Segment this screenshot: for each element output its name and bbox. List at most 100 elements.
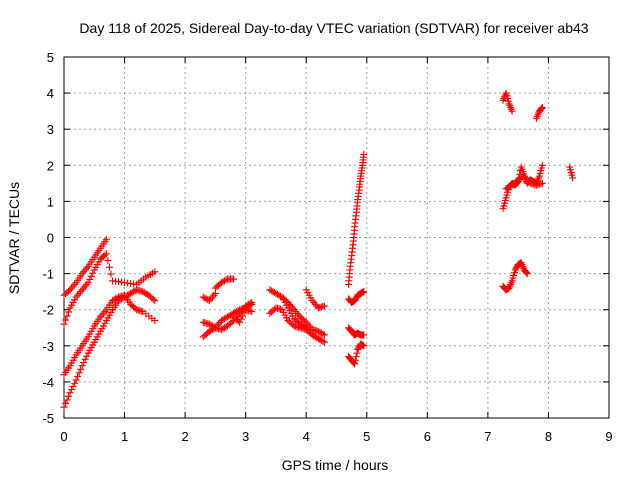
data-point bbox=[522, 269, 530, 277]
data-point bbox=[75, 369, 83, 377]
data-point bbox=[68, 284, 76, 292]
data-point bbox=[236, 318, 244, 326]
data-point bbox=[89, 269, 97, 277]
data-point bbox=[102, 235, 110, 243]
series-arc-15 bbox=[345, 150, 368, 288]
y-tick-label: -5 bbox=[42, 411, 54, 426]
series-arc-12 bbox=[278, 293, 328, 339]
data-point bbox=[63, 312, 71, 320]
data-point bbox=[78, 286, 86, 294]
data-point bbox=[569, 174, 577, 182]
data-point bbox=[207, 295, 215, 303]
series-arc-13 bbox=[302, 286, 328, 312]
data-point bbox=[78, 362, 86, 370]
series-arc-17 bbox=[345, 340, 368, 368]
chart-title: Day 118 of 2025, Sidereal Day-to-day VTE… bbox=[79, 20, 588, 36]
data-point bbox=[98, 311, 106, 319]
data-point bbox=[538, 161, 546, 169]
y-tick-label: 4 bbox=[47, 86, 54, 101]
data-point bbox=[74, 291, 82, 299]
data-point bbox=[81, 282, 89, 290]
y-tick-label: 1 bbox=[47, 194, 54, 209]
data-point bbox=[77, 365, 85, 373]
y-tick-label: 5 bbox=[47, 50, 54, 65]
data-point bbox=[352, 353, 360, 361]
data-point bbox=[292, 308, 300, 316]
data-point bbox=[313, 302, 321, 310]
data-point bbox=[237, 315, 245, 323]
y-tick-label: -2 bbox=[42, 303, 54, 318]
data-point bbox=[301, 317, 309, 325]
series-arc-22 bbox=[532, 104, 546, 122]
series-arc-4 bbox=[60, 286, 159, 411]
data-point bbox=[102, 250, 110, 258]
series-arc-9 bbox=[230, 306, 256, 326]
series-arc-21 bbox=[499, 259, 531, 294]
data-point bbox=[69, 282, 77, 290]
series-arc-3 bbox=[60, 291, 159, 379]
x-axis-label: GPS time / hours bbox=[282, 457, 389, 473]
data-point bbox=[320, 302, 328, 310]
data-point bbox=[210, 291, 218, 299]
data-point bbox=[62, 316, 70, 324]
data-point bbox=[151, 297, 159, 305]
data-point bbox=[84, 279, 92, 287]
data-point bbox=[71, 280, 79, 288]
data-point bbox=[319, 330, 327, 338]
data-point bbox=[290, 306, 298, 314]
series-arc-16 bbox=[345, 324, 368, 339]
data-point bbox=[71, 379, 79, 387]
y-tick-label: -1 bbox=[42, 267, 54, 282]
data-point bbox=[80, 268, 88, 276]
series-arc-6 bbox=[211, 275, 238, 292]
data-point bbox=[320, 338, 328, 346]
data-point bbox=[81, 266, 89, 274]
data-point bbox=[74, 372, 82, 380]
data-point bbox=[222, 276, 230, 284]
data-point bbox=[283, 297, 291, 305]
data-point bbox=[295, 311, 303, 319]
data-point bbox=[248, 308, 256, 316]
y-axis-label: SDTVAR / TECUs bbox=[6, 182, 22, 294]
data-point bbox=[353, 349, 361, 357]
data-point bbox=[204, 296, 212, 304]
data-point bbox=[151, 317, 159, 325]
data-point bbox=[105, 263, 113, 271]
x-tick-label: 0 bbox=[60, 429, 67, 444]
data-point bbox=[286, 300, 294, 308]
y-tick-label: 2 bbox=[47, 158, 54, 173]
x-tick-label: 2 bbox=[181, 429, 188, 444]
data-point bbox=[239, 312, 247, 320]
x-tick-label: 9 bbox=[605, 429, 612, 444]
data-point bbox=[81, 355, 89, 363]
data-point bbox=[66, 389, 74, 397]
x-tick-label: 5 bbox=[363, 429, 370, 444]
y-tick-labels: -5 -4 -3 -2 -1 0 1 2 3 4 5 bbox=[42, 50, 54, 426]
data-point bbox=[287, 302, 295, 310]
data-point bbox=[538, 104, 546, 112]
x-tick-label: 7 bbox=[484, 429, 491, 444]
data-point bbox=[80, 284, 88, 292]
data-points bbox=[60, 89, 577, 411]
data-point bbox=[99, 309, 107, 317]
data-point bbox=[63, 396, 71, 404]
data-point bbox=[65, 392, 73, 400]
data-point bbox=[305, 322, 313, 330]
data-point bbox=[360, 288, 368, 296]
y-tick-label: 3 bbox=[47, 122, 54, 137]
data-point bbox=[360, 331, 368, 339]
data-point bbox=[75, 289, 83, 297]
data-point bbox=[319, 337, 327, 345]
series-arc-1 bbox=[60, 235, 110, 299]
data-point bbox=[65, 308, 73, 316]
series-arc-20 bbox=[502, 172, 546, 193]
data-point bbox=[508, 107, 516, 115]
data-point bbox=[507, 104, 515, 112]
series-arc-18 bbox=[499, 89, 516, 115]
data-point bbox=[104, 257, 112, 265]
data-point bbox=[151, 268, 159, 276]
data-point bbox=[248, 298, 256, 306]
data-point bbox=[310, 298, 318, 306]
data-point bbox=[538, 179, 546, 187]
data-point bbox=[80, 358, 88, 366]
